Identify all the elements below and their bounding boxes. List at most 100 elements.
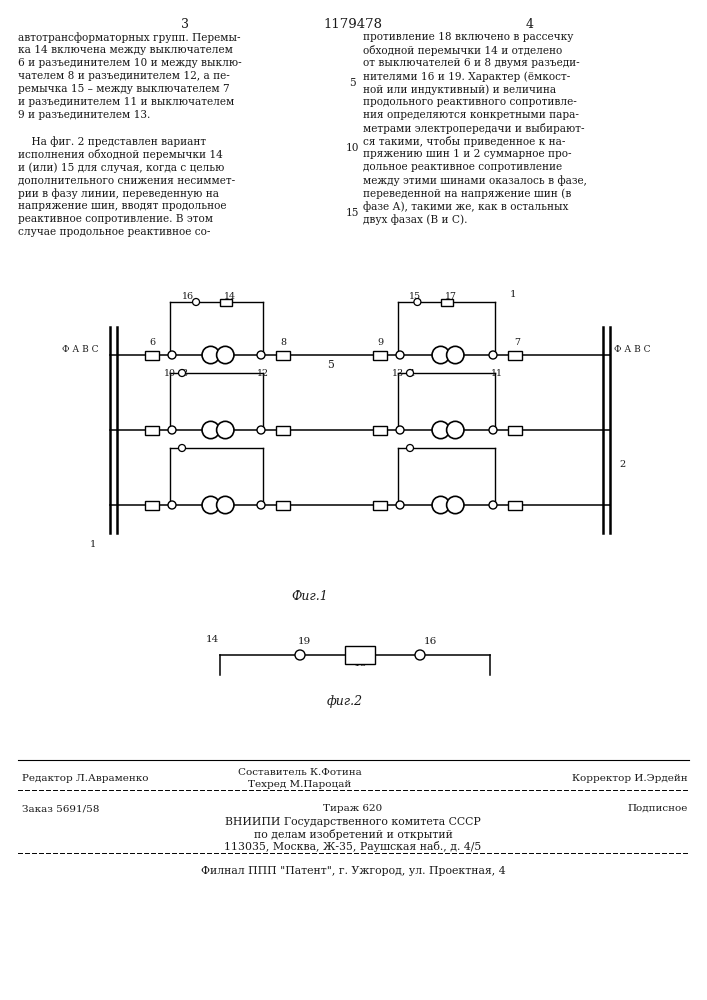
Text: фиг.2: фиг.2: [327, 695, 363, 708]
Circle shape: [216, 346, 234, 364]
Circle shape: [178, 444, 185, 452]
Circle shape: [432, 346, 450, 364]
Text: 2: 2: [620, 460, 626, 469]
Bar: [145, 426, 159, 434]
Circle shape: [447, 496, 464, 514]
Text: 10: 10: [345, 143, 358, 153]
Circle shape: [415, 650, 425, 660]
Circle shape: [396, 501, 404, 509]
Circle shape: [432, 496, 450, 514]
Text: нителями 16 и 19. Характер (ёмкост-: нителями 16 и 19. Характер (ёмкост-: [363, 71, 571, 82]
Text: 4: 4: [526, 18, 534, 31]
Text: 15: 15: [409, 292, 421, 301]
Text: и разъединителем 11 и выключателем: и разъединителем 11 и выключателем: [18, 97, 234, 107]
Circle shape: [396, 351, 404, 359]
Circle shape: [202, 346, 219, 364]
Text: 16: 16: [423, 637, 437, 646]
Text: 5: 5: [327, 360, 334, 370]
Circle shape: [257, 501, 265, 509]
Text: противление 18 включено в рассечку: противление 18 включено в рассечку: [363, 32, 573, 42]
Circle shape: [216, 421, 234, 439]
Bar: [508, 351, 522, 360]
Text: Тираж 620: Тираж 620: [323, 804, 382, 813]
Bar: [276, 426, 290, 434]
Text: и (или) 15 для случая, когда с целью: и (или) 15 для случая, когда с целью: [18, 162, 224, 173]
Text: двух фазах (В и С).: двух фазах (В и С).: [363, 214, 467, 225]
Text: фазе А), такими же, как в остальных: фазе А), такими же, как в остальных: [363, 201, 568, 212]
Text: 3: 3: [181, 369, 187, 378]
Circle shape: [202, 496, 219, 514]
Circle shape: [192, 298, 199, 306]
Text: между этими шинами оказалось в фазе,: между этими шинами оказалось в фазе,: [363, 175, 587, 186]
Bar: [508, 500, 522, 510]
Text: 12: 12: [257, 369, 269, 378]
Text: Филнал ППП "Патент", г. Ужгород, ул. Проектная, 4: Филнал ППП "Патент", г. Ужгород, ул. Про…: [201, 866, 506, 876]
Text: ремычка 15 – между выключателем 7: ремычка 15 – между выключателем 7: [18, 84, 230, 94]
Text: дольное реактивное сопротивление: дольное реактивное сопротивление: [363, 162, 562, 172]
Text: ВНИИПИ Государственного комитета СССР: ВНИИПИ Государственного комитета СССР: [225, 817, 481, 827]
Text: Редактор Л.Авраменко: Редактор Л.Авраменко: [22, 774, 148, 783]
Text: 113035, Москва, Ж-35, Раушская наб., д. 4/5: 113035, Москва, Ж-35, Раушская наб., д. …: [224, 841, 481, 852]
Circle shape: [178, 369, 185, 376]
Text: 11: 11: [491, 369, 503, 378]
Text: ной или индуктивный) и величина: ной или индуктивный) и величина: [363, 84, 556, 95]
Text: 10: 10: [164, 369, 176, 378]
Circle shape: [414, 298, 421, 306]
Circle shape: [257, 426, 265, 434]
Text: случае продольное реактивное со-: случае продольное реактивное со-: [18, 227, 211, 237]
Text: 14: 14: [224, 292, 236, 301]
Text: Корректор И.Эрдейн: Корректор И.Эрдейн: [573, 774, 688, 783]
Text: по делам изобретений и открытий: по делам изобретений и открытий: [254, 829, 452, 840]
Text: 18: 18: [354, 659, 367, 668]
Text: 15: 15: [345, 208, 358, 218]
Circle shape: [216, 496, 234, 514]
Text: продольного реактивного сопротивле-: продольного реактивного сопротивле-: [363, 97, 577, 107]
Circle shape: [407, 444, 414, 452]
Text: Заказ 5691/58: Заказ 5691/58: [22, 804, 100, 813]
Circle shape: [432, 421, 450, 439]
Text: Составитель К.Фотина: Составитель К.Фотина: [238, 768, 362, 777]
Bar: [373, 426, 387, 434]
Text: 8: 8: [280, 338, 286, 347]
Circle shape: [168, 426, 176, 434]
Circle shape: [489, 426, 497, 434]
Circle shape: [168, 351, 176, 359]
Text: 3: 3: [181, 18, 189, 31]
Text: пряжению шин 1 и 2 суммарное про-: пряжению шин 1 и 2 суммарное про-: [363, 149, 571, 159]
Text: дополнительного снижения несиммет-: дополнительного снижения несиммет-: [18, 175, 235, 185]
Text: обходной перемычки 14 и отделено: обходной перемычки 14 и отделено: [363, 45, 562, 56]
Text: На фиг. 2 представлен вариант: На фиг. 2 представлен вариант: [18, 136, 206, 147]
Circle shape: [447, 346, 464, 364]
Circle shape: [489, 351, 497, 359]
Text: реактивное сопротивление. В этом: реактивное сопротивление. В этом: [18, 214, 213, 224]
Bar: [345, 646, 375, 664]
Bar: [373, 500, 387, 510]
Text: напряжение шин, вводят продольное: напряжение шин, вводят продольное: [18, 201, 226, 211]
Text: метрами электропередачи и выбирают-: метрами электропередачи и выбирают-: [363, 123, 585, 134]
Text: исполнения обходной перемычки 14: исполнения обходной перемычки 14: [18, 149, 223, 160]
Text: от выключателей 6 и 8 двумя разъеди-: от выключателей 6 и 8 двумя разъеди-: [363, 58, 580, 68]
Text: ния определяются конкретными пара-: ния определяются конкретными пара-: [363, 110, 579, 120]
Text: 9: 9: [377, 338, 383, 347]
Circle shape: [447, 421, 464, 439]
Text: 5: 5: [349, 78, 356, 88]
Text: Техред М.Пароцай: Техред М.Пароцай: [248, 780, 351, 789]
Text: чателем 8 и разъединителем 12, а пе-: чателем 8 и разъединителем 12, а пе-: [18, 71, 230, 81]
Bar: [276, 500, 290, 510]
Text: 1179478: 1179478: [324, 18, 382, 31]
Text: 13: 13: [392, 369, 404, 378]
Bar: [440, 298, 452, 306]
Bar: [373, 351, 387, 360]
Bar: [508, 426, 522, 434]
Bar: [276, 351, 290, 360]
Text: 1: 1: [510, 290, 516, 299]
Bar: [145, 351, 159, 360]
Circle shape: [257, 351, 265, 359]
Text: ка 14 включена между выключателем: ка 14 включена между выключателем: [18, 45, 233, 55]
Text: Фиг.1: Фиг.1: [291, 590, 328, 603]
Text: 6 и разъединителем 10 и между выклю-: 6 и разъединителем 10 и между выклю-: [18, 58, 242, 68]
Text: 7: 7: [514, 338, 520, 347]
Text: ся такими, чтобы приведенное к на-: ся такими, чтобы приведенное к на-: [363, 136, 566, 147]
Circle shape: [489, 501, 497, 509]
Bar: [220, 298, 232, 306]
